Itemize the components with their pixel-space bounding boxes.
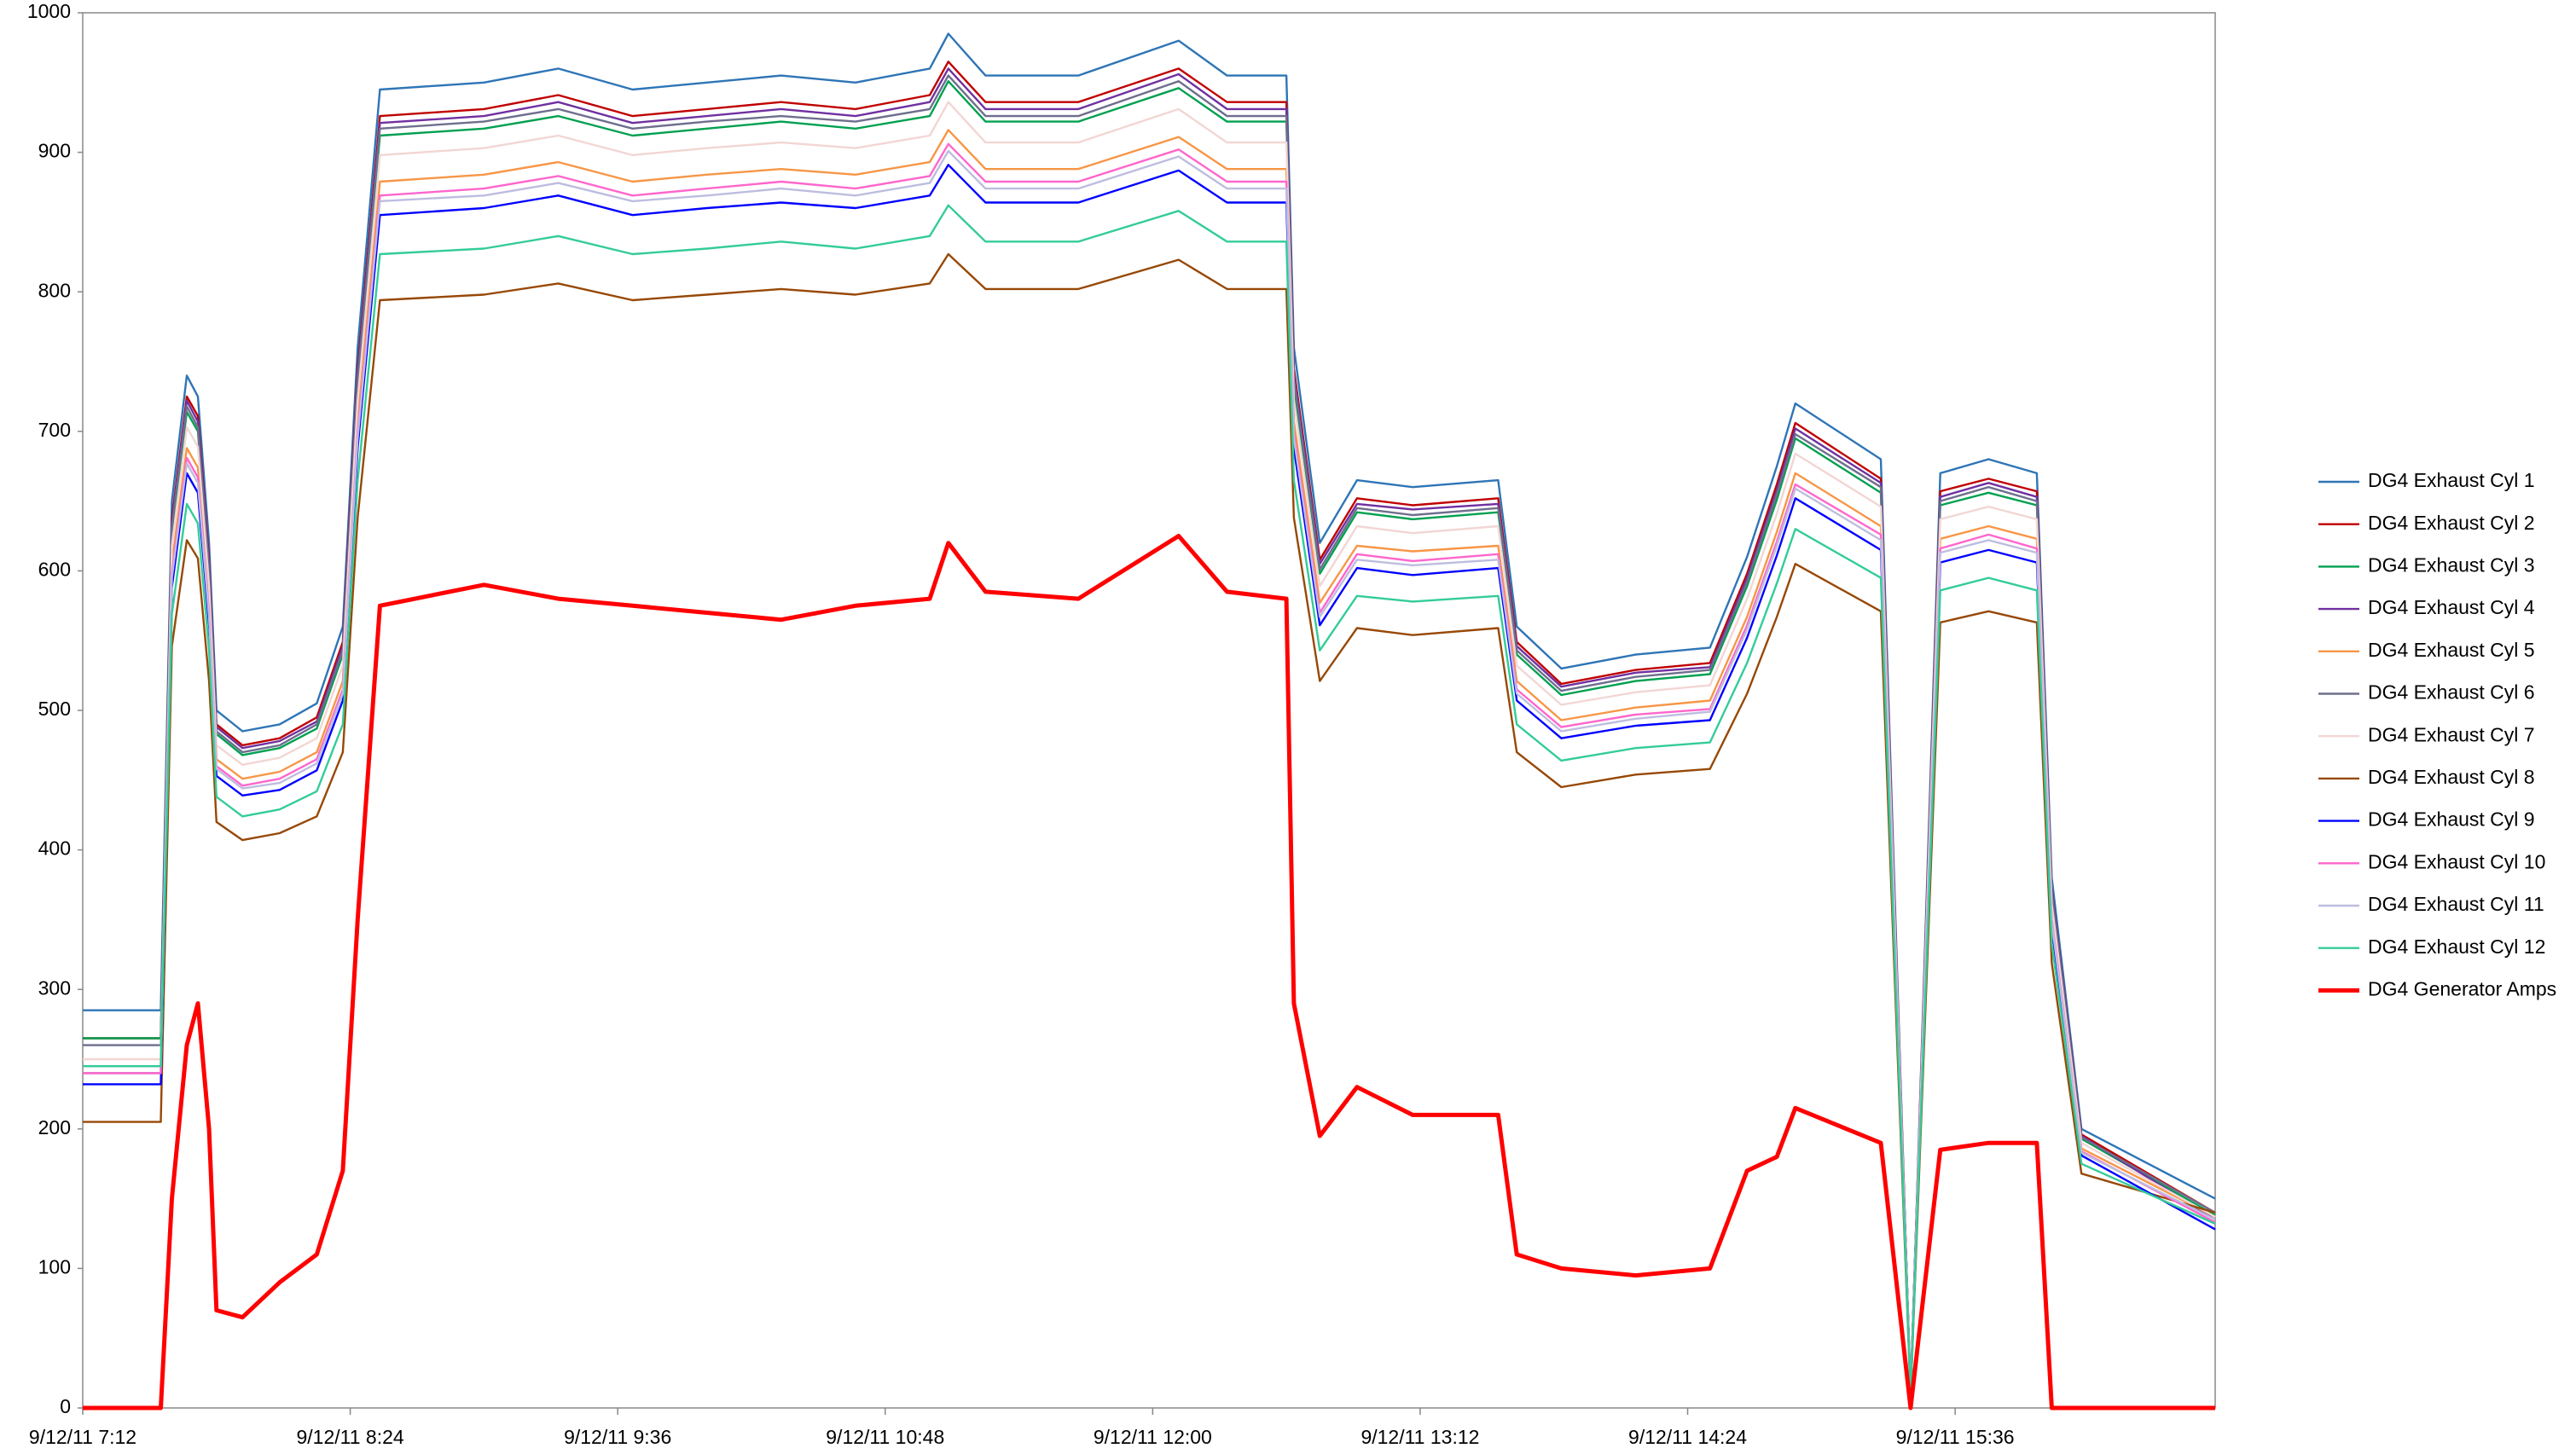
- series-line: [83, 149, 2216, 1397]
- legend-label: DG4 Exhaust Cyl 8: [2368, 766, 2535, 788]
- y-tick-label: 600: [38, 558, 71, 580]
- legend-label: DG4 Exhaust Cyl 10: [2368, 850, 2545, 872]
- legend-label: DG4 Exhaust Cyl 9: [2368, 808, 2535, 831]
- y-tick-label: 700: [38, 419, 71, 441]
- x-tick-label: 9/12/11 8:24: [296, 1426, 403, 1448]
- x-tick-label: 9/12/11 9:36: [564, 1426, 671, 1448]
- legend-label: DG4 Exhaust Cyl 12: [2368, 936, 2545, 958]
- x-tick-label: 9/12/11 7:12: [29, 1426, 136, 1448]
- legend-label: DG4 Exhaust Cyl 4: [2368, 596, 2535, 618]
- legend-label: DG4 Generator Amps: [2368, 977, 2556, 999]
- series-line: [83, 80, 2216, 1395]
- legend-label: DG4 Exhaust Cyl 11: [2368, 893, 2544, 915]
- x-tick-label: 9/12/11 15:36: [1896, 1426, 2015, 1448]
- series-line: [83, 164, 2216, 1397]
- series-line: [83, 32, 2216, 1395]
- legend-label: DG4 Exhaust Cyl 1: [2368, 469, 2535, 491]
- y-tick-label: 900: [38, 140, 71, 162]
- series-line: [83, 67, 2216, 1395]
- series-line: [83, 101, 2216, 1395]
- x-tick-label: 9/12/11 10:48: [826, 1426, 944, 1448]
- y-tick-label: 300: [38, 976, 71, 999]
- y-tick-label: 200: [38, 1116, 71, 1138]
- series-line: [83, 142, 2216, 1397]
- legend-label: DG4 Exhaust Cyl 7: [2368, 723, 2535, 745]
- plot-frame: [82, 12, 2216, 1409]
- legend-label: DG4 Exhaust Cyl 2: [2368, 512, 2535, 534]
- legend-label: DG4 Exhaust Cyl 3: [2368, 553, 2535, 576]
- series-line: [83, 204, 2216, 1397]
- series-line: [83, 61, 2216, 1395]
- y-tick-label: 0: [60, 1395, 71, 1417]
- x-tick-label: 9/12/11 13:12: [1361, 1426, 1479, 1448]
- y-tick-label: 500: [38, 698, 71, 720]
- y-tick-label: 400: [38, 837, 71, 860]
- series-line: [83, 74, 2216, 1395]
- series-line: [83, 534, 2215, 1411]
- y-tick-label: 800: [38, 279, 71, 301]
- x-tick-label: 9/12/11 14:24: [1628, 1426, 1747, 1448]
- y-tick-label: 1000: [27, 0, 71, 22]
- x-tick-label: 9/12/11 12:00: [1094, 1426, 1212, 1448]
- series-line: [83, 129, 2216, 1397]
- y-tick-label: 100: [38, 1255, 71, 1277]
- legend-label: DG4 Exhaust Cyl 6: [2368, 681, 2535, 704]
- series-line: [83, 252, 2216, 1399]
- legend-label: DG4 Exhaust Cyl 5: [2368, 639, 2535, 661]
